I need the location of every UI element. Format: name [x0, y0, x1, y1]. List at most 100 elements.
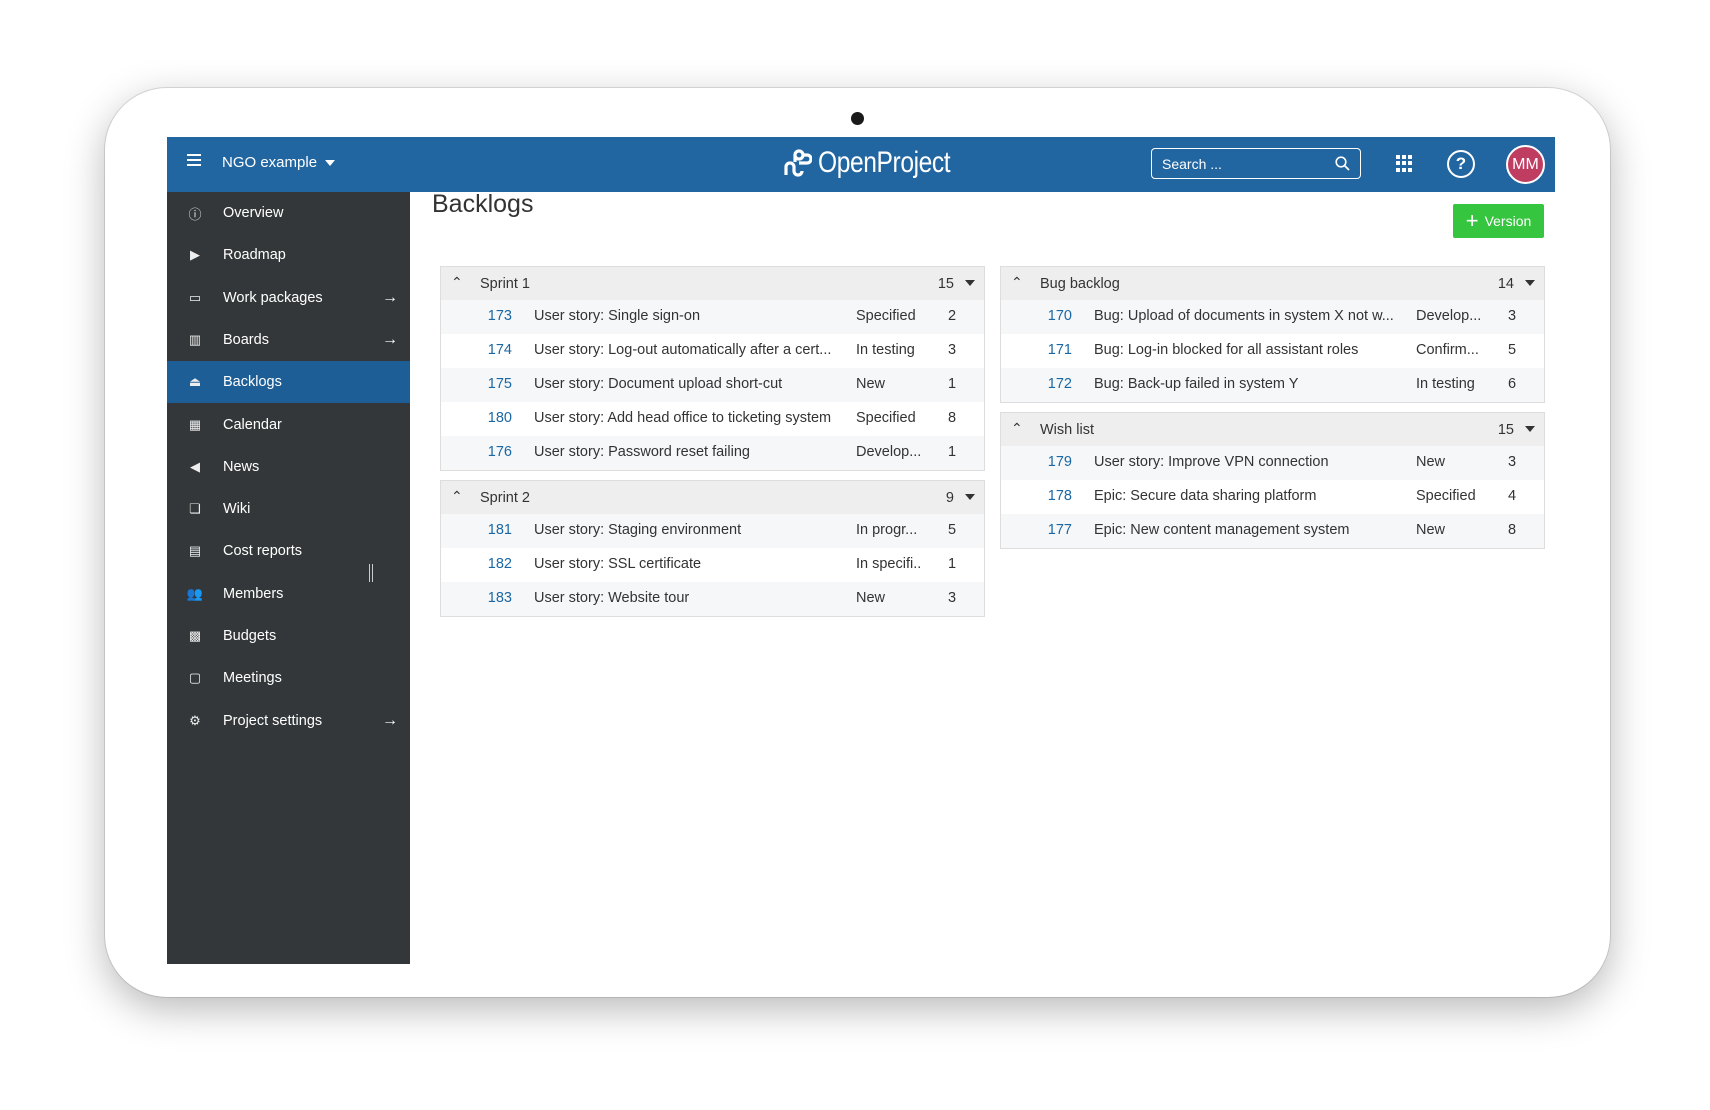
table-row[interactable]: 178 Epic: Secure data sharing platform Spe… — [1001, 480, 1544, 514]
table-row[interactable]: 182 User story: SSL certificate In specifi… — [441, 548, 984, 582]
work-package-status[interactable]: Specified — [1416, 488, 1476, 504]
work-package-subject[interactable]: Bug: Back-up failed in system Y — [1094, 376, 1299, 392]
work-package-id-link[interactable]: 174 — [487, 342, 512, 358]
work-package-id-link[interactable]: 179 — [1047, 454, 1072, 470]
story-points[interactable]: 4 — [1508, 488, 1517, 504]
work-package-id-link[interactable]: 175 — [487, 376, 512, 392]
work-package-id-link[interactable]: 178 — [1047, 488, 1072, 504]
help-icon[interactable]: ? — [1447, 150, 1475, 178]
work-package-status[interactable]: Confirm... — [1416, 342, 1479, 358]
sidebar-item-news[interactable]: ◀ News — [167, 446, 410, 488]
work-package-subject[interactable]: User story: Log-out automatically after … — [534, 342, 832, 358]
hamburger-menu-icon[interactable] — [187, 154, 201, 168]
work-package-subject[interactable]: Bug: Log-in blocked for all assistant ro… — [1094, 342, 1359, 358]
sidebar-item-work-packages[interactable]: ▭ Work packages → — [167, 277, 410, 319]
backlog-name[interactable]: Wish list — [1040, 421, 1094, 438]
work-package-subject[interactable]: User story: Password reset failing — [534, 444, 750, 460]
work-package-subject[interactable]: User story: Website tour — [534, 590, 690, 606]
backlog-menu-icon[interactable] — [965, 494, 975, 500]
arrow-right-icon[interactable]: → — [382, 330, 398, 348]
search-input[interactable]: Search ... — [1151, 148, 1361, 179]
sidebar-item-members[interactable]: 👥 Members — [167, 573, 410, 615]
work-package-subject[interactable]: User story: Add head office to ticketing… — [534, 410, 832, 426]
sidebar-item-calendar[interactable]: ▦ Calendar — [167, 404, 410, 446]
table-row[interactable]: 171 Bug: Log-in blocked for all assistant… — [1001, 334, 1544, 368]
work-package-id-link[interactable]: 181 — [487, 522, 512, 538]
story-points[interactable]: 3 — [1508, 308, 1517, 324]
table-row[interactable]: 176 User story: Password reset failing Dev… — [441, 436, 984, 470]
collapse-chevron-icon[interactable]: ⌃ — [451, 488, 463, 504]
work-package-subject[interactable]: Bug: Upload of documents in system X not… — [1094, 308, 1394, 324]
work-package-status[interactable]: New — [856, 376, 886, 392]
work-package-status[interactable]: New — [1416, 454, 1446, 470]
add-version-button[interactable]: + Version — [1453, 204, 1544, 238]
work-package-id-link[interactable]: 171 — [1047, 342, 1072, 358]
work-package-status[interactable]: Specified — [856, 308, 916, 324]
story-points[interactable]: 3 — [1508, 454, 1517, 470]
search-icon[interactable] — [1335, 156, 1350, 171]
collapse-chevron-icon[interactable]: ⌃ — [1011, 420, 1023, 436]
story-points[interactable]: 1 — [948, 444, 957, 460]
backlog-menu-icon[interactable] — [1525, 280, 1535, 286]
story-points[interactable]: 3 — [948, 342, 957, 358]
project-selector[interactable]: NGO example — [222, 154, 336, 171]
sidebar-item-project-settings[interactable]: ⚙ Project settings → — [167, 700, 410, 742]
backlog-menu-icon[interactable] — [1525, 426, 1535, 432]
work-package-id-link[interactable]: 177 — [1047, 522, 1072, 538]
sidebar-item-budgets[interactable]: ▩ Budgets — [167, 615, 410, 657]
user-avatar[interactable]: MM — [1506, 145, 1545, 184]
work-package-status[interactable]: Specified — [856, 410, 916, 426]
table-row[interactable]: 170 Bug: Upload of documents in system X … — [1001, 300, 1544, 334]
work-package-status[interactable]: Develop... — [856, 444, 922, 460]
openproject-logo[interactable]: OpenProject — [782, 146, 979, 180]
arrow-right-icon[interactable]: → — [382, 711, 398, 729]
backlog-name[interactable]: Sprint 2 — [480, 489, 530, 506]
table-row[interactable]: 172 Bug: Back-up failed in system Y In tes… — [1001, 368, 1544, 402]
work-package-id-link[interactable]: 180 — [487, 410, 512, 426]
story-points[interactable]: 6 — [1508, 376, 1517, 392]
backlog-name[interactable]: Sprint 1 — [480, 275, 530, 292]
story-points[interactable]: 1 — [948, 376, 957, 392]
work-package-status[interactable]: Develop... — [1416, 308, 1482, 324]
sidebar-item-cost-reports[interactable]: ▤ Cost reports — [167, 530, 410, 572]
backlog-name[interactable]: Bug backlog — [1040, 275, 1120, 292]
work-package-subject[interactable]: User story: Single sign-on — [534, 308, 701, 324]
work-package-status[interactable]: New — [1416, 522, 1446, 538]
sidebar-item-boards[interactable]: ▥ Boards → — [167, 319, 410, 361]
table-row[interactable]: 180 User story: Add head office to ticket… — [441, 402, 984, 436]
work-package-id-link[interactable]: 173 — [487, 308, 512, 324]
table-row[interactable]: 175 User story: Document upload short-cut… — [441, 368, 984, 402]
work-package-id-link[interactable]: 183 — [487, 590, 512, 606]
backlog-menu-icon[interactable] — [965, 280, 975, 286]
work-package-status[interactable]: New — [856, 590, 886, 606]
story-points[interactable]: 8 — [1508, 522, 1517, 538]
work-package-subject[interactable]: User story: SSL certificate — [534, 556, 702, 572]
collapse-chevron-icon[interactable]: ⌃ — [451, 274, 463, 290]
work-package-status[interactable]: In testing — [856, 342, 915, 358]
story-points[interactable]: 5 — [948, 522, 957, 538]
work-package-subject[interactable]: Epic: Secure data sharing platform — [1094, 488, 1317, 504]
sidebar-item-wiki[interactable]: ❏ Wiki — [167, 488, 410, 530]
story-points[interactable]: 5 — [1508, 342, 1517, 358]
story-points[interactable]: 1 — [948, 556, 957, 572]
table-row[interactable]: 181 User story: Staging environment In pro… — [441, 514, 984, 548]
sidebar-resize-handle[interactable] — [369, 564, 373, 582]
work-package-id-link[interactable]: 182 — [487, 556, 512, 572]
work-package-id-link[interactable]: 170 — [1047, 308, 1072, 324]
arrow-right-icon[interactable]: → — [382, 288, 398, 306]
story-points[interactable]: 2 — [948, 308, 957, 324]
story-points[interactable]: 3 — [948, 590, 957, 606]
work-package-status[interactable]: In testing — [1416, 376, 1475, 392]
story-points[interactable]: 8 — [948, 410, 957, 426]
table-row[interactable]: 174 User story: Log-out automatically aft… — [441, 334, 984, 368]
collapse-chevron-icon[interactable]: ⌃ — [1011, 274, 1023, 290]
sidebar-item-roadmap[interactable]: ▶ Roadmap — [167, 234, 410, 276]
work-package-id-link[interactable]: 176 — [487, 444, 512, 460]
sidebar-item-overview[interactable]: ⓘ Overview — [167, 192, 410, 234]
sidebar-item-backlogs[interactable]: ⏏ Backlogs — [167, 361, 410, 404]
work-package-subject[interactable]: User story: Improve VPN connection — [1094, 454, 1329, 470]
table-row[interactable]: 179 User story: Improve VPN connection New… — [1001, 446, 1544, 480]
sidebar-item-meetings[interactable]: ▢ Meetings — [167, 657, 410, 699]
table-row[interactable]: 183 User story: Website tour New 3 — [441, 582, 984, 616]
work-package-subject[interactable]: Epic: New content management system — [1094, 522, 1350, 538]
